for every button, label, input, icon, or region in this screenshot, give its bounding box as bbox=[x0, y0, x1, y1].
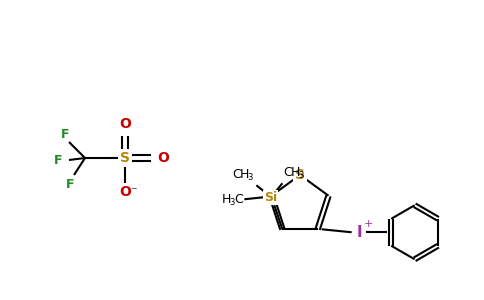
Text: O: O bbox=[119, 117, 131, 131]
Text: H: H bbox=[222, 193, 231, 206]
Text: C: C bbox=[232, 168, 241, 181]
Text: F: F bbox=[61, 128, 69, 142]
Text: ⁻: ⁻ bbox=[130, 185, 136, 199]
Text: Si: Si bbox=[264, 191, 277, 204]
Text: H: H bbox=[291, 166, 300, 179]
Text: C: C bbox=[234, 193, 243, 206]
Text: F: F bbox=[54, 154, 62, 166]
Text: H: H bbox=[240, 168, 249, 181]
Text: S: S bbox=[295, 168, 305, 182]
Text: 3: 3 bbox=[299, 171, 304, 180]
Text: C: C bbox=[283, 166, 292, 179]
Text: S: S bbox=[120, 151, 130, 165]
Text: F: F bbox=[66, 178, 74, 191]
Text: I: I bbox=[357, 225, 363, 240]
Text: O: O bbox=[119, 185, 131, 199]
Text: 3: 3 bbox=[230, 198, 235, 207]
Text: O: O bbox=[157, 151, 169, 165]
Text: +: + bbox=[364, 219, 373, 229]
Text: 3: 3 bbox=[248, 173, 253, 182]
